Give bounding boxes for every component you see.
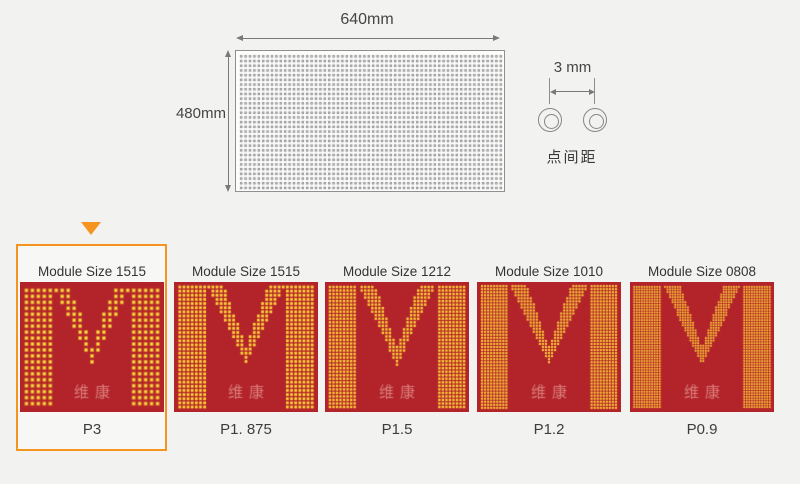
- pitch-guide-line-left: [549, 78, 550, 104]
- pitch-arrowhead-left: [550, 88, 556, 95]
- height-arrowhead-top: [225, 50, 231, 57]
- module-card-p3[interactable]: Module Size 1515 P3: [20, 244, 164, 438]
- pitch-distance-label: 3 mm: [553, 59, 592, 76]
- module-led-image: [477, 282, 621, 412]
- module-card-p1875[interactable]: Module Size 1515 P1. 875: [174, 244, 318, 438]
- cabinet-width-label: 640mm: [340, 11, 394, 28]
- module-size-title: Module Size 1515: [37, 264, 147, 279]
- pitch-caption: 点间距: [546, 149, 598, 166]
- pitch-value-label: P1.2: [533, 421, 565, 438]
- module-size-title: Module Size 1212: [342, 264, 452, 279]
- module-led-image: [20, 282, 164, 412]
- led-lamp-icon: [538, 108, 562, 132]
- module-card-p12[interactable]: Module Size 1010 P1.2: [477, 244, 621, 438]
- cabinet-height-label: 480mm: [175, 105, 226, 122]
- width-arrowhead-left: [236, 35, 243, 41]
- width-dimension-line: [240, 38, 496, 39]
- module-led-image: [630, 282, 774, 412]
- pitch-dimension-line: [555, 91, 589, 92]
- module-card-p09[interactable]: Module Size 0808 P0.9: [630, 244, 774, 438]
- pitch-value-label: P1. 875: [220, 421, 272, 438]
- led-cabinet-drawing: [235, 50, 505, 192]
- pitch-value-label: P0.9: [686, 421, 718, 438]
- pitch-value-label: P3: [82, 421, 102, 438]
- led-lamp-icon: [583, 108, 607, 132]
- module-size-title: Module Size 1010: [494, 264, 604, 279]
- cabinet-dot-grid: [236, 51, 504, 191]
- module-size-title: Module Size 1515: [191, 264, 301, 279]
- module-card-p15[interactable]: Module Size 1212 P1.5: [325, 244, 469, 438]
- module-led-image: [174, 282, 318, 412]
- pitch-arrowhead-right: [589, 88, 595, 95]
- module-led-image: [325, 282, 469, 412]
- selected-module-pointer-icon: [81, 222, 101, 235]
- pitch-value-label: P1.5: [381, 421, 413, 438]
- height-arrowhead-bottom: [225, 185, 231, 192]
- module-size-title: Module Size 0808: [647, 264, 757, 279]
- width-arrowhead-right: [493, 35, 500, 41]
- height-dimension-line: [228, 54, 229, 187]
